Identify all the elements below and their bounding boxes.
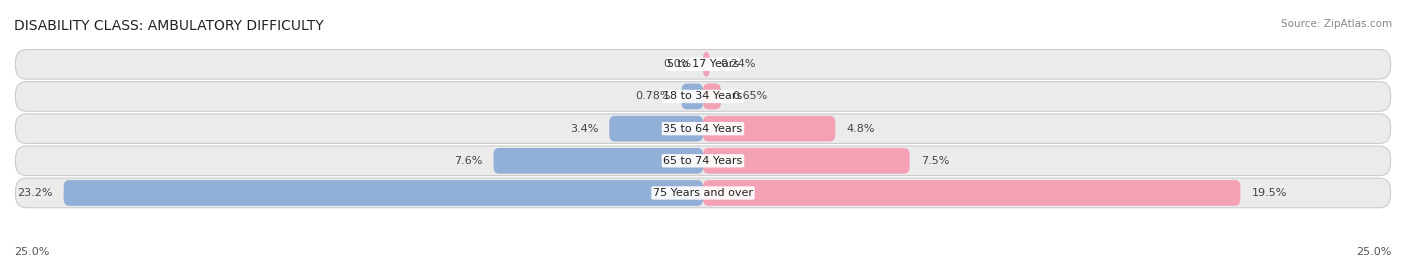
FancyBboxPatch shape xyxy=(15,82,1391,111)
Text: 7.6%: 7.6% xyxy=(454,156,482,166)
Text: 5 to 17 Years: 5 to 17 Years xyxy=(666,59,740,69)
FancyBboxPatch shape xyxy=(682,84,703,109)
FancyBboxPatch shape xyxy=(703,116,835,142)
FancyBboxPatch shape xyxy=(703,180,1240,206)
FancyBboxPatch shape xyxy=(703,148,910,174)
Text: 0.65%: 0.65% xyxy=(733,91,768,102)
FancyBboxPatch shape xyxy=(15,178,1391,208)
Text: 25.0%: 25.0% xyxy=(14,247,49,257)
Text: 0.24%: 0.24% xyxy=(721,59,756,69)
Text: 23.2%: 23.2% xyxy=(17,188,52,198)
FancyBboxPatch shape xyxy=(15,146,1391,176)
Text: DISABILITY CLASS: AMBULATORY DIFFICULTY: DISABILITY CLASS: AMBULATORY DIFFICULTY xyxy=(14,19,323,33)
FancyBboxPatch shape xyxy=(494,148,703,174)
Text: 75 Years and over: 75 Years and over xyxy=(652,188,754,198)
FancyBboxPatch shape xyxy=(703,84,721,109)
Text: 18 to 34 Years: 18 to 34 Years xyxy=(664,91,742,102)
Text: 65 to 74 Years: 65 to 74 Years xyxy=(664,156,742,166)
Text: 7.5%: 7.5% xyxy=(921,156,949,166)
Text: Source: ZipAtlas.com: Source: ZipAtlas.com xyxy=(1281,19,1392,29)
Text: 25.0%: 25.0% xyxy=(1357,247,1392,257)
FancyBboxPatch shape xyxy=(63,180,703,206)
Text: 4.8%: 4.8% xyxy=(846,124,875,134)
Text: 3.4%: 3.4% xyxy=(569,124,599,134)
Text: 19.5%: 19.5% xyxy=(1251,188,1286,198)
Text: 0.78%: 0.78% xyxy=(636,91,671,102)
Text: 35 to 64 Years: 35 to 64 Years xyxy=(664,124,742,134)
FancyBboxPatch shape xyxy=(609,116,703,142)
FancyBboxPatch shape xyxy=(15,50,1391,79)
Text: 0.0%: 0.0% xyxy=(664,59,692,69)
FancyBboxPatch shape xyxy=(703,51,710,77)
FancyBboxPatch shape xyxy=(15,114,1391,143)
